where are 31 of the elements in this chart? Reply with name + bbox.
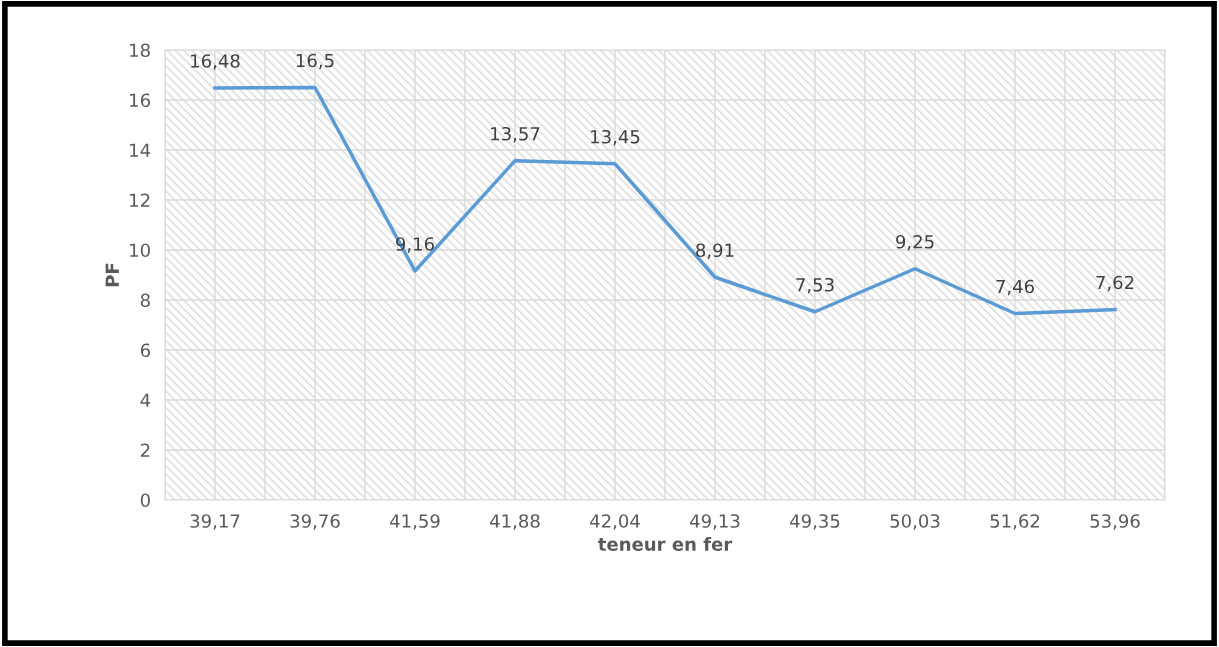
data-label: 16,5 (296, 53, 334, 70)
x-tick-label: 51,62 (990, 514, 1040, 530)
y-tick-label: 8 (140, 293, 150, 308)
x-tick-label: 49,13 (690, 514, 740, 530)
y-tick-label: 12 (130, 193, 150, 207)
data-label: 16,48 (191, 54, 240, 70)
y-tick-label: 14 (130, 143, 151, 157)
y-tick-label: 4 (140, 393, 151, 407)
x-tick-label: 41,88 (490, 514, 540, 530)
y-axis-title: PF (105, 263, 119, 287)
x-axis-title: teneur en fer (598, 536, 733, 551)
y-tick-label: 2 (140, 443, 150, 457)
x-tick-label: 50,03 (890, 514, 940, 530)
x-tick-label: 42,04 (590, 514, 640, 530)
x-tick-label: 39,76 (290, 514, 340, 530)
x-tick-label: 41,59 (390, 514, 440, 530)
x-tick-label: 49,35 (790, 514, 840, 530)
data-label: 13,45 (591, 129, 640, 146)
y-tick-label: 16 (130, 93, 150, 108)
data-label: 8,91 (696, 243, 734, 259)
y-tick-label: 10 (130, 243, 150, 258)
y-tick-label: 0 (140, 493, 150, 508)
data-label: 7,46 (996, 279, 1034, 296)
data-label: 7,62 (1096, 275, 1134, 292)
data-label: 7,53 (796, 277, 834, 294)
x-tick-label: 39,17 (190, 514, 240, 530)
data-label: 13,57 (491, 126, 540, 143)
data-label: 9,25 (896, 234, 934, 251)
x-tick-label: 53,96 (1090, 514, 1140, 530)
y-tick-label: 6 (140, 343, 150, 358)
y-tick-label: 18 (130, 43, 150, 58)
